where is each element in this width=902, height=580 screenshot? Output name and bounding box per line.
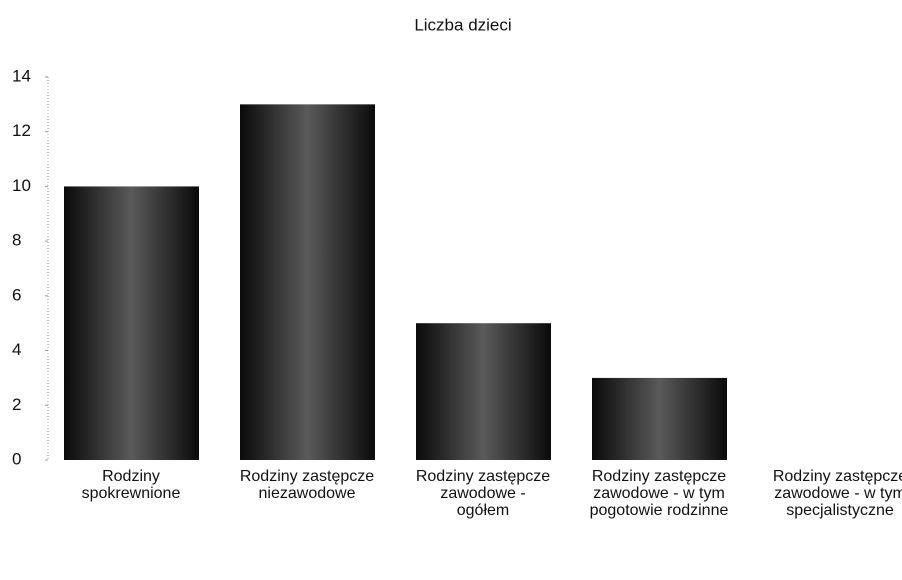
y-tick-label: 14 — [12, 66, 31, 85]
x-tick-label: Rodziny zastępcze zawodowe - ogółem — [415, 468, 551, 519]
y-tick-label: 4 — [12, 340, 21, 359]
x-tick-label: Rodziny zastępcze zawodowe - w tym pogot… — [589, 468, 729, 519]
bar — [416, 323, 551, 460]
y-tick-label: 12 — [12, 121, 31, 140]
y-tick-label: 2 — [12, 395, 21, 414]
bar — [240, 104, 375, 460]
bar — [64, 186, 199, 460]
y-tick-label: 10 — [12, 176, 31, 195]
chart-title: Liczba dzieci — [414, 15, 511, 34]
x-tick-label: Rodziny spokrewnione — [81, 468, 181, 502]
y-tick-label: 0 — [12, 449, 21, 468]
y-tick-label: 8 — [12, 231, 21, 250]
x-tick-label: Rodziny zastępcze zawodowe - w tym specj… — [772, 468, 902, 519]
x-tick-label: Rodziny zastępcze niezawodowe — [239, 468, 375, 502]
y-tick-label: 6 — [12, 285, 21, 304]
bar — [592, 377, 727, 460]
